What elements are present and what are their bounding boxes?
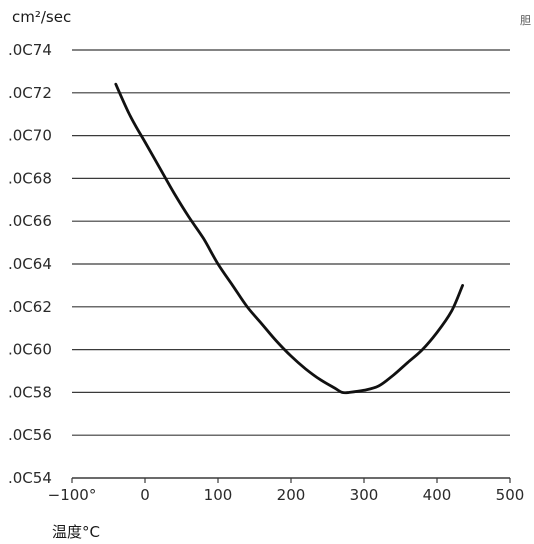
y-tick-label: .0C62	[8, 298, 52, 316]
y-tick-label: .0C64	[8, 255, 52, 273]
data-point	[231, 284, 234, 287]
data-point	[334, 387, 336, 389]
data-point	[304, 368, 307, 370]
series-line	[114, 82, 464, 395]
x-tick-label: 0	[140, 486, 150, 504]
data-point	[450, 310, 453, 312]
y-tick-label: .0C68	[8, 169, 52, 187]
data-point	[144, 141, 146, 143]
series-layer	[114, 82, 464, 395]
data-point	[202, 237, 205, 240]
data-point	[319, 378, 322, 381]
data-point	[290, 355, 292, 357]
data-point	[377, 385, 380, 387]
data-point	[407, 361, 409, 364]
data-point	[461, 284, 464, 287]
data-point	[158, 166, 161, 169]
data-point	[436, 331, 438, 334]
x-tick-label: −100°	[48, 486, 97, 504]
data-point	[115, 83, 117, 85]
y-tick-label: .0C60	[8, 341, 52, 359]
data-point	[261, 323, 263, 325]
y-tick-label: .0C54	[8, 469, 52, 487]
y-tick-label: .0C74	[8, 41, 52, 59]
grid-lines	[71, 49, 511, 483]
data-point	[246, 306, 248, 308]
x-tick-label: 200	[277, 486, 306, 504]
data-point	[188, 216, 190, 218]
x-tick-labels: −100° 0 100 200 300 400 500	[48, 486, 525, 504]
x-axis-title: 温度°C	[52, 523, 100, 541]
x-tick-label: 500	[496, 486, 525, 504]
x-tick-label: 400	[423, 486, 452, 504]
corner-mark: 胆	[520, 14, 531, 27]
y-tick-labels: .0C54 .0C56 .0C58 .0C60 .0C62 .0C64 .0C66 .0C68…	[8, 41, 52, 487]
x-tick-label: 100	[204, 486, 233, 504]
data-point	[129, 115, 132, 118]
y-tick-label: .0C66	[8, 212, 52, 230]
data-point	[348, 391, 351, 394]
data-point	[421, 348, 424, 351]
x-tick-label: 300	[350, 486, 379, 504]
data-point	[341, 391, 343, 394]
data-point	[363, 389, 365, 392]
y-axis-title: cm²/sec	[12, 8, 71, 26]
data-point	[392, 374, 395, 377]
data-point	[217, 263, 219, 265]
data-point	[173, 192, 175, 195]
y-tick-label: .0C58	[8, 383, 52, 401]
y-tick-label: .0C70	[8, 127, 52, 145]
y-tick-label: .0C56	[8, 426, 52, 444]
y-tick-label: .0C72	[8, 84, 52, 102]
data-point	[275, 340, 278, 342]
